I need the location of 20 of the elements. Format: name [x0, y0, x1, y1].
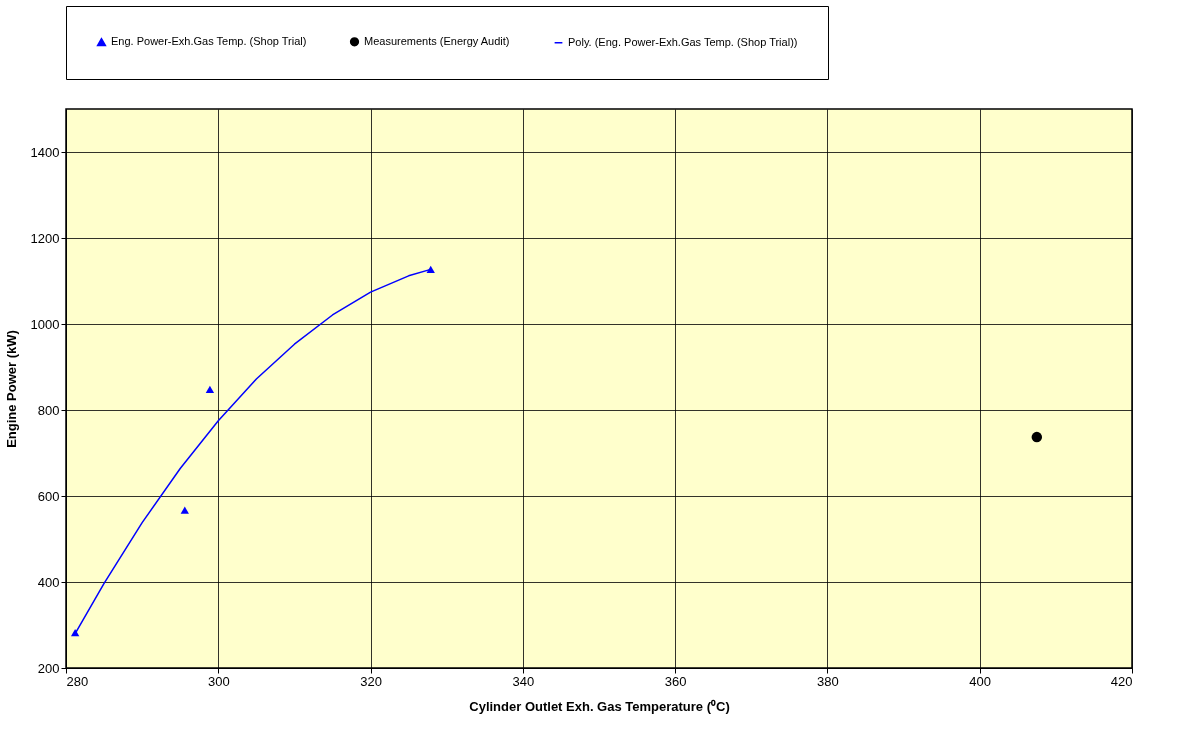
- y-tick-label: 1400: [30, 144, 60, 160]
- y-tick-label: 1000: [30, 316, 60, 332]
- legend-label: Eng. Power-Exh.Gas Temp. (Shop Trial): [111, 35, 307, 48]
- y-tick-label: 400: [37, 574, 60, 590]
- y-tick-label: 200: [37, 660, 60, 676]
- x-tick-label: 340: [512, 673, 535, 689]
- legend-label: Poly. (Eng. Power-Exh.Gas Temp. (Shop Trial)): [568, 35, 798, 48]
- x-tick-label: 400: [969, 673, 992, 689]
- y-tick-label: 800: [37, 402, 60, 418]
- x-tick-label: 360: [664, 673, 687, 689]
- x-axis-title: Cylinder Outlet Exh. Gas Temperature (⁰C): [469, 698, 730, 714]
- y-axis-title: Engine Power (kW): [3, 330, 19, 448]
- y-tick-label: 1200: [30, 230, 60, 246]
- x-tick-label: 280: [66, 673, 89, 689]
- x-tick-label: 300: [207, 673, 230, 689]
- x-tick-label: 380: [817, 673, 839, 689]
- legend-label: Measurements (Energy Audit): [364, 34, 510, 47]
- y-tick-label: 600: [37, 488, 60, 504]
- x-tick-label: 420: [1110, 673, 1133, 689]
- x-tick-label: 320: [360, 673, 382, 689]
